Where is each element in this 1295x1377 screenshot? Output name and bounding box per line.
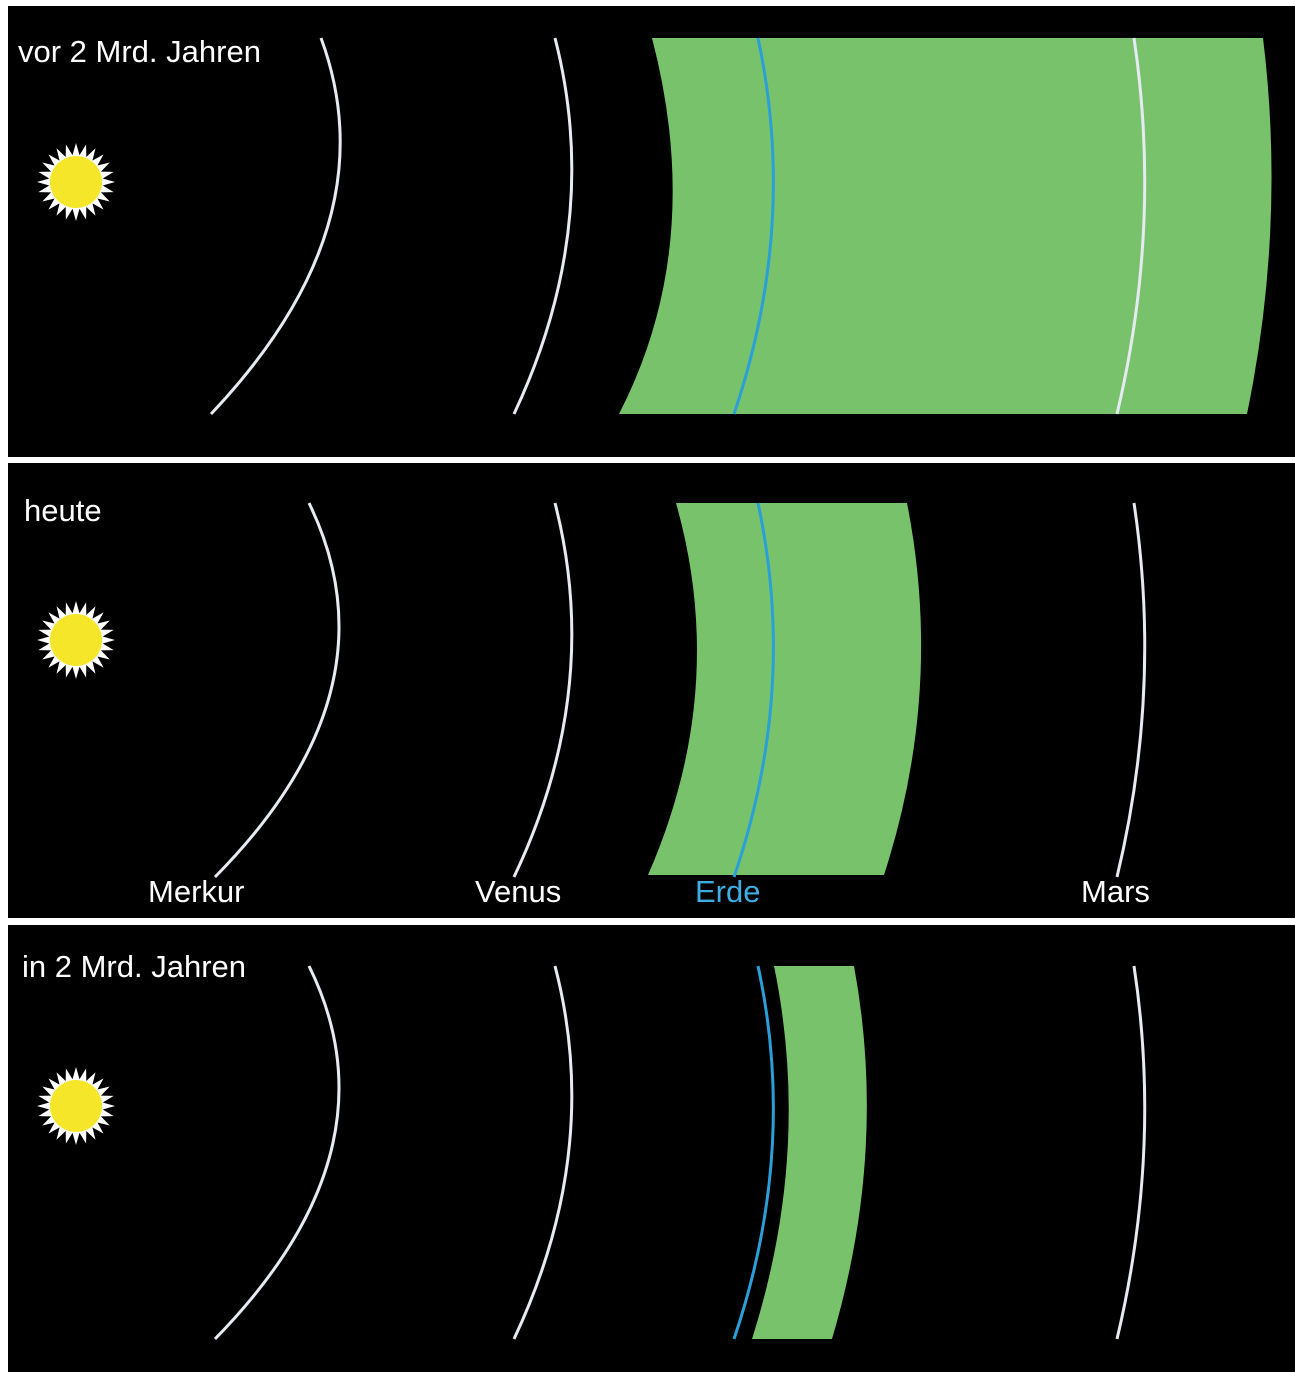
orbit-earth xyxy=(732,965,775,1340)
panel-present: heute Merkur Venus Erde Mars xyxy=(8,463,1295,918)
sun-core xyxy=(50,614,102,666)
panel-divider xyxy=(8,457,1295,463)
label-earth: Erde xyxy=(695,874,760,909)
orbit-mercury xyxy=(213,965,341,1341)
orbit-mercury xyxy=(209,37,342,416)
panel-future: in 2 Mrd. Jahren xyxy=(8,925,1295,1372)
orbit-earth xyxy=(732,37,775,415)
panel-title: heute xyxy=(24,493,102,528)
habitable-zone-band xyxy=(752,966,867,1339)
sun-icon xyxy=(37,143,115,221)
label-venus: Venus xyxy=(475,874,561,909)
orbit-earth xyxy=(732,502,775,878)
orbit-venus xyxy=(512,37,574,415)
sun-core xyxy=(50,1080,102,1132)
panel-past: vor 2 Mrd. Jahren xyxy=(8,6,1295,457)
orbit-mars xyxy=(1115,965,1147,1340)
orbit-mercury xyxy=(213,502,341,879)
orbit-venus xyxy=(512,502,574,878)
sun-icon xyxy=(37,601,115,679)
panel-title: vor 2 Mrd. Jahren xyxy=(18,34,261,69)
panel-background xyxy=(8,925,1295,1372)
orbit-mars xyxy=(1115,37,1147,415)
habitable-zone-band xyxy=(619,38,1272,414)
orbit-mars xyxy=(1115,502,1147,878)
sun-icon xyxy=(37,1067,115,1145)
label-mercury: Merkur xyxy=(148,874,244,909)
label-mars: Mars xyxy=(1081,874,1150,909)
panel-divider xyxy=(8,918,1295,925)
panel-title: in 2 Mrd. Jahren xyxy=(22,949,246,984)
sun-core xyxy=(50,156,102,208)
habitable-zone-band xyxy=(648,503,922,875)
orbit-venus xyxy=(512,965,574,1340)
panel-background xyxy=(8,463,1295,918)
